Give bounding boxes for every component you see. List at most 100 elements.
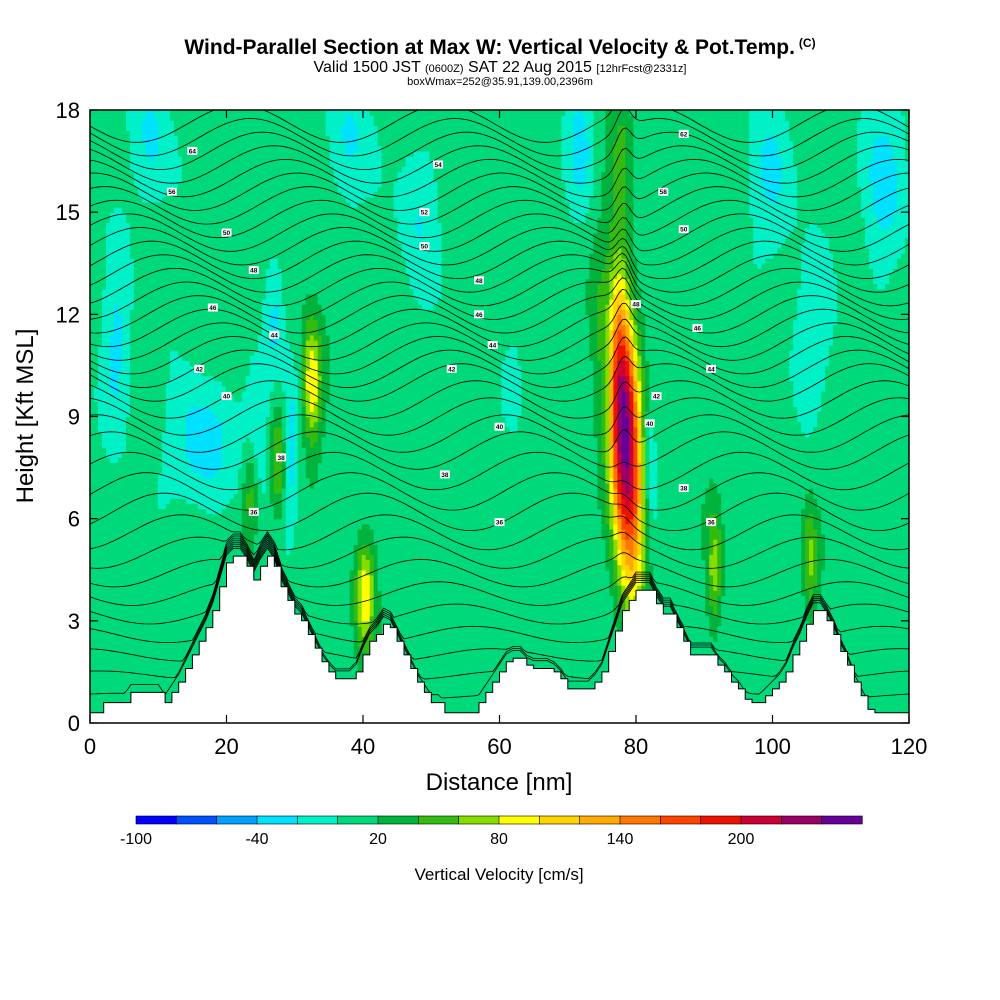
velocity-cell: [373, 605, 379, 612]
velocity-cell: [877, 671, 882, 678]
velocity-cell: [113, 636, 119, 642]
velocity-cell: [457, 636, 463, 642]
velocity-cell: [437, 661, 443, 668]
velocity-cell: [581, 641, 586, 647]
velocity-cell: [145, 631, 151, 637]
velocity-cell: [469, 641, 475, 647]
velocity-cell: [589, 615, 594, 622]
velocity-cell: [513, 600, 519, 607]
velocity-cell: [109, 646, 115, 653]
velocity-cell: [569, 661, 575, 668]
velocity-cell: [769, 687, 774, 693]
velocity-cell: [853, 631, 858, 637]
velocity-cell: [341, 625, 347, 632]
velocity-cell: [125, 666, 131, 673]
velocity-cell: [445, 605, 451, 612]
velocity-cell: [165, 666, 171, 673]
velocity-cell: [861, 682, 866, 688]
velocity-cell: [357, 661, 363, 668]
velocity-cell: [861, 600, 866, 607]
velocity-cell: [189, 651, 195, 658]
velocity-cell: [597, 605, 602, 612]
velocity-cell: [397, 615, 403, 622]
velocity-cell: [789, 625, 794, 632]
velocity-cell: [885, 661, 890, 668]
velocity-cell: [593, 671, 598, 678]
velocity-cell: [549, 641, 555, 647]
velocity-cell: [117, 687, 123, 693]
velocity-cell: [757, 666, 762, 673]
velocity-cell: [357, 646, 363, 653]
velocity-cell: [581, 656, 586, 663]
velocity-cell: [461, 687, 467, 693]
velocity-cell: [113, 641, 119, 647]
velocity-cell: [841, 615, 846, 622]
velocity-cell: [605, 620, 610, 627]
velocity-cell: [689, 651, 694, 658]
velocity-cell: [729, 656, 734, 663]
velocity-cell: [769, 600, 774, 607]
velocity-cell: [145, 610, 151, 617]
velocity-cell: [193, 595, 199, 601]
velocity-cell: [541, 631, 547, 637]
velocity-cell: [461, 625, 467, 632]
velocity-cell: [709, 625, 714, 632]
velocity-cell: [161, 615, 167, 622]
velocity-cell: [901, 605, 906, 612]
velocity-cell: [869, 620, 874, 627]
velocity-cell: [437, 615, 443, 622]
velocity-cell: [405, 641, 411, 647]
velocity-cell: [677, 610, 682, 617]
velocity-cell: [481, 656, 487, 663]
velocity-cell: [369, 636, 375, 642]
velocity-cell: [577, 661, 582, 668]
velocity-cell: [893, 697, 898, 704]
velocity-cell: [749, 641, 754, 647]
velocity-cell: [745, 666, 750, 673]
velocity-cell: [165, 671, 171, 678]
velocity-cell: [181, 631, 187, 637]
velocity-cell: [701, 615, 706, 622]
velocity-cell: [365, 610, 371, 617]
velocity-cell: [437, 646, 443, 653]
velocity-cell: [873, 631, 878, 637]
velocity-cell: [94, 656, 99, 663]
velocity-cell: [905, 682, 909, 688]
velocity-cell: [493, 651, 499, 658]
velocity-cell: [541, 646, 547, 653]
velocity-cell: [481, 671, 487, 678]
velocity-cell: [793, 631, 798, 637]
velocity-cell: [133, 631, 139, 637]
velocity-cell: [569, 651, 575, 658]
velocity-cell: [741, 636, 746, 642]
velocity-cell: [429, 600, 435, 607]
velocity-cell: [461, 605, 467, 612]
velocity-cell: [481, 646, 487, 653]
velocity-cell: [357, 625, 363, 632]
velocity-cell: [413, 600, 419, 607]
velocity-cell: [773, 651, 778, 658]
velocity-cell: [565, 641, 571, 647]
velocity-cell: [905, 605, 909, 612]
velocity-cell: [741, 641, 746, 647]
velocity-cell: [793, 620, 798, 627]
velocity-cell: [361, 615, 367, 622]
velocity-cell: [201, 605, 207, 612]
velocity-cell: [449, 692, 455, 699]
velocity-cell: [90, 641, 95, 647]
velocity-cell: [481, 682, 487, 688]
velocity-cell: [857, 641, 862, 647]
velocity-cell: [905, 656, 909, 663]
velocity-cell: [317, 636, 323, 642]
velocity-cell: [141, 656, 147, 663]
velocity-cell: [517, 620, 523, 627]
velocity-cell: [569, 631, 575, 637]
velocity-cell: [153, 615, 159, 622]
velocity-cell: [341, 636, 347, 642]
velocity-cell: [341, 615, 347, 622]
velocity-cell: [417, 625, 423, 632]
velocity-cell: [753, 600, 758, 607]
velocity-cell: [173, 666, 179, 673]
velocity-cell: [121, 687, 127, 693]
velocity-cell: [793, 641, 798, 647]
